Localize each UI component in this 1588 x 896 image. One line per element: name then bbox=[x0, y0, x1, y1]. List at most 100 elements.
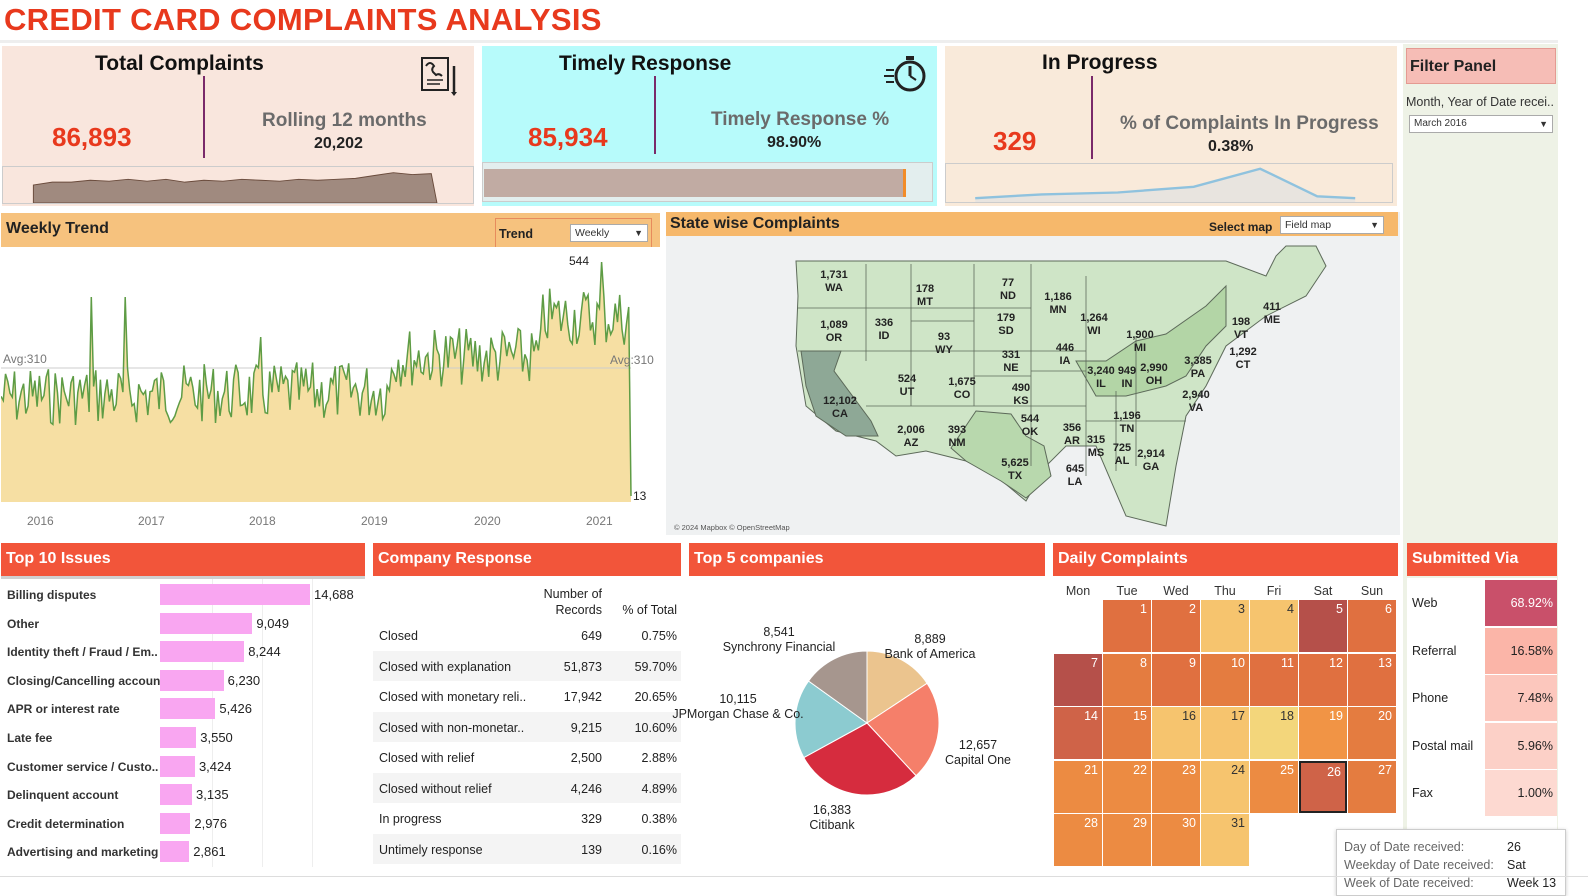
state-label-me[interactable]: 411 ME bbox=[1250, 301, 1294, 327]
submitted-row[interactable]: Web 68.92% bbox=[1407, 580, 1557, 626]
response-row[interactable]: Closed with explanation 51,873 59.70% bbox=[373, 650, 681, 681]
state-label-wa[interactable]: 1,731 WA bbox=[812, 269, 856, 295]
state-label-wy[interactable]: 93 WY bbox=[922, 331, 966, 357]
issue-bar[interactable] bbox=[160, 841, 190, 863]
state-label-mn[interactable]: 1,186 MN bbox=[1036, 291, 1080, 317]
state-label-or[interactable]: 1,089 OR bbox=[812, 319, 856, 345]
calendar-day[interactable]: 10 bbox=[1201, 653, 1249, 706]
pie-slice-bank-of-america[interactable] bbox=[866, 650, 928, 724]
submitted-row[interactable]: Fax 1.00% bbox=[1407, 770, 1557, 816]
calendar-day[interactable]: 20 bbox=[1348, 707, 1396, 759]
state-label-nd[interactable]: 77 ND bbox=[986, 277, 1030, 303]
state-label-ks[interactable]: 490 KS bbox=[999, 382, 1043, 408]
kpi-timely-response[interactable]: Timely Response 85,934 Timely Response %… bbox=[482, 46, 937, 206]
response-row[interactable]: In progress 329 0.38% bbox=[373, 803, 681, 833]
state-label-ne[interactable]: 331 NE bbox=[989, 349, 1033, 375]
trend-select[interactable]: Weekly ▼ bbox=[570, 224, 648, 242]
state-label-nm[interactable]: 393 NM bbox=[935, 424, 979, 450]
state-label-ia[interactable]: 446 IA bbox=[1043, 342, 1087, 368]
state-label-az[interactable]: 2,006 AZ bbox=[889, 424, 933, 450]
calendar-day[interactable]: 17 bbox=[1201, 707, 1249, 759]
state-label-vt[interactable]: 198 VT bbox=[1219, 316, 1263, 342]
issue-bar[interactable] bbox=[160, 727, 197, 748]
calendar-day[interactable]: 7 bbox=[1054, 653, 1102, 706]
calendar-day[interactable]: 1 bbox=[1103, 600, 1151, 652]
state-label-tx[interactable]: 5,625 TX bbox=[993, 457, 1037, 483]
calendar-day[interactable]: 3 bbox=[1201, 600, 1249, 652]
us-state-map[interactable]: © 2024 Mapbox © OpenStreetMap bbox=[666, 236, 1400, 535]
response-row[interactable]: Untimely response 139 0.16% bbox=[373, 833, 681, 864]
pie-slice-jpmorgan-chase-co-[interactable] bbox=[794, 680, 868, 759]
filter-month-select[interactable]: March 2016 ▼ bbox=[1409, 115, 1553, 133]
state-label-ga[interactable]: 2,914 GA bbox=[1129, 448, 1173, 474]
select-map-dropdown[interactable]: Field map ▼ bbox=[1280, 216, 1384, 234]
calendar-day[interactable]: 8 bbox=[1103, 653, 1151, 706]
calendar-day[interactable]: 13 bbox=[1348, 653, 1396, 706]
issue-bar[interactable] bbox=[160, 669, 224, 691]
state-label-pa[interactable]: 3,385 PA bbox=[1176, 355, 1220, 381]
calendar-day[interactable]: 12 bbox=[1299, 653, 1347, 706]
calendar-day[interactable]: 6 bbox=[1348, 600, 1396, 652]
state-label-id[interactable]: 336 ID bbox=[862, 317, 906, 343]
calendar-day[interactable]: 18 bbox=[1250, 707, 1298, 759]
calendar-day[interactable]: 22 bbox=[1103, 760, 1151, 813]
calendar-day[interactable]: 26 bbox=[1299, 760, 1347, 813]
calendar-day[interactable]: 16 bbox=[1152, 707, 1200, 759]
response-row[interactable]: Closed with relief 2,500 2.88% bbox=[373, 742, 681, 772]
calendar-day[interactable]: 24 bbox=[1201, 760, 1249, 813]
calendar-day[interactable]: 2 bbox=[1152, 600, 1200, 652]
calendar-day[interactable]: 9 bbox=[1152, 653, 1200, 706]
calendar-day[interactable]: 19 bbox=[1299, 707, 1347, 759]
state-label-ct[interactable]: 1,292 CT bbox=[1221, 346, 1265, 372]
calendar-day[interactable]: 4 bbox=[1250, 600, 1298, 652]
calendar-day[interactable]: 27 bbox=[1348, 760, 1396, 813]
kpi-in-progress[interactable]: In Progress 329 % of Complaints In Progr… bbox=[945, 46, 1397, 206]
response-row[interactable]: Closed with non-monetar.. 9,215 10.60% bbox=[373, 711, 681, 742]
calendar-day[interactable]: 31 bbox=[1201, 814, 1249, 866]
state-label-in[interactable]: 949 IN bbox=[1105, 365, 1149, 391]
issue-bar[interactable] bbox=[160, 698, 216, 720]
state-label-al[interactable]: 725 AL bbox=[1100, 442, 1144, 468]
state-label-mt[interactable]: 178 MT bbox=[903, 283, 947, 309]
issue-bar[interactable] bbox=[160, 584, 310, 605]
submitted-row[interactable]: Phone 7.48% bbox=[1407, 675, 1557, 721]
calendar-day[interactable]: 14 bbox=[1054, 707, 1102, 759]
issue-bar[interactable] bbox=[160, 641, 245, 663]
issue-bar[interactable] bbox=[160, 755, 195, 777]
submitted-row[interactable]: Referral 16.58% bbox=[1407, 627, 1557, 674]
calendar-day[interactable]: 29 bbox=[1103, 814, 1151, 866]
state-label-oh[interactable]: 2,990 OH bbox=[1132, 362, 1176, 388]
issue-bar[interactable] bbox=[160, 612, 253, 634]
state-label-la[interactable]: 645 LA bbox=[1053, 463, 1097, 489]
calendar-day[interactable]: 21 bbox=[1054, 760, 1102, 813]
state-label-ar[interactable]: 356 AR bbox=[1050, 422, 1094, 448]
state-label-co[interactable]: 1,675 CO bbox=[940, 376, 984, 402]
state-label-va[interactable]: 2,940 VA bbox=[1174, 389, 1218, 415]
issue-bar[interactable] bbox=[160, 784, 193, 806]
top-companies-pie[interactable] bbox=[689, 576, 1045, 866]
response-row[interactable]: Closed with monetary reli.. 17,942 20.65% bbox=[373, 681, 681, 711]
issue-bar[interactable] bbox=[160, 812, 191, 834]
kpi-total-complaints[interactable]: Total Complaints 86,893 Rolling 12 month… bbox=[2, 46, 474, 206]
calendar-day[interactable]: 15 bbox=[1103, 707, 1151, 759]
state-label-mi[interactable]: 1,900 MI bbox=[1118, 329, 1162, 355]
pie-slice-capital-one[interactable] bbox=[866, 682, 940, 777]
calendar-day[interactable]: 30 bbox=[1152, 814, 1200, 866]
state-label-ms[interactable]: 315 MS bbox=[1074, 434, 1118, 460]
state-label-sd[interactable]: 179 SD bbox=[984, 312, 1028, 338]
response-row[interactable]: Closed without relief 4,246 4.89% bbox=[373, 772, 681, 803]
state-label-tn[interactable]: 1,196 TN bbox=[1105, 410, 1149, 436]
pie-slice-synchrony-financial[interactable] bbox=[807, 650, 868, 724]
pie-slice-citibank[interactable] bbox=[803, 722, 917, 796]
state-label-ca[interactable]: 12,102 CA bbox=[818, 395, 862, 421]
submitted-row[interactable]: Postal mail 5.96% bbox=[1407, 722, 1557, 769]
state-label-il[interactable]: 3,240 IL bbox=[1079, 365, 1123, 391]
state-label-ok[interactable]: 544 OK bbox=[1008, 413, 1052, 439]
state-label-ut[interactable]: 524 UT bbox=[885, 373, 929, 399]
response-row[interactable]: Closed 649 0.75% bbox=[373, 620, 681, 650]
calendar-day[interactable]: 11 bbox=[1250, 653, 1298, 706]
state-label-wi[interactable]: 1,264 WI bbox=[1072, 312, 1116, 338]
calendar-day[interactable]: 25 bbox=[1250, 760, 1298, 813]
calendar-day[interactable]: 23 bbox=[1152, 760, 1200, 813]
calendar-day[interactable]: 5 bbox=[1299, 600, 1347, 652]
